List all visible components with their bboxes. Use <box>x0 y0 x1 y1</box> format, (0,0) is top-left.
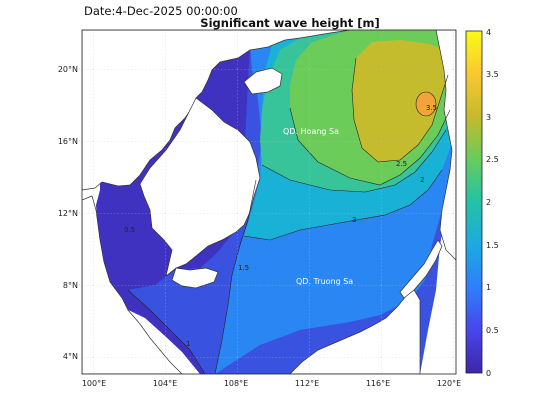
y-tick-label: 20°N <box>58 65 78 74</box>
map-plot-area <box>82 30 456 374</box>
colorbar-tick-label: 1 <box>486 283 491 292</box>
plot-frame <box>81 29 457 375</box>
y-tick-label: 12°N <box>58 209 78 218</box>
contour-label-3: 3 <box>352 216 356 224</box>
y-tick-label: 4°N <box>63 352 78 361</box>
colorbar-tick-label: 3.5 <box>486 70 499 79</box>
colorbar-tick-label: 0 <box>486 369 491 378</box>
date-label: Date:4-Dec-2025 00:00:00 <box>84 4 238 18</box>
map-title: Significant wave height [m] <box>200 16 380 30</box>
y-axis: 4°N 8°N 12°N 16°N 20°N <box>58 65 78 361</box>
x-axis: 100°E 104°E 108°E 112°E 116°E 120°E <box>82 379 461 388</box>
colorbar-tick-label: 1.5 <box>486 241 499 250</box>
colorbar-tick-label: 3 <box>486 113 491 122</box>
contour-label-1-5: 1.5 <box>238 264 249 272</box>
x-tick-label: 112°E <box>295 379 319 388</box>
colorbar-tick-label: 2 <box>486 198 491 207</box>
contour-label-2: 2 <box>420 176 424 184</box>
x-tick-label: 108°E <box>224 379 248 388</box>
contour-label-3-5: 3.5 <box>426 104 437 112</box>
contour-label-2-5: 2.5 <box>396 160 407 168</box>
y-tick-label: 8°N <box>63 281 78 290</box>
colorbar-tick-label: 2.5 <box>486 155 499 164</box>
x-tick-label: 120°E <box>437 379 461 388</box>
colorbar-ticks: 0 0.5 1 1.5 2 2.5 3 3.5 4 <box>486 28 499 378</box>
place-label-truong-sa: QD. Truong Sa <box>296 277 353 286</box>
y-tick-label: 16°N <box>58 137 78 146</box>
x-tick-label: 104°E <box>153 379 177 388</box>
colorbar-tick-label: 4 <box>486 28 491 37</box>
contour-label-0-5: 0.5 <box>124 226 135 234</box>
colorbar <box>465 30 483 374</box>
x-tick-label: 100°E <box>82 379 106 388</box>
place-label-hoang-sa: QD. Hoang Sa <box>283 127 339 136</box>
x-tick-label: 116°E <box>366 379 390 388</box>
colorbar-tick-label: 0.5 <box>486 326 499 335</box>
contour-label-1: 1 <box>186 340 190 348</box>
